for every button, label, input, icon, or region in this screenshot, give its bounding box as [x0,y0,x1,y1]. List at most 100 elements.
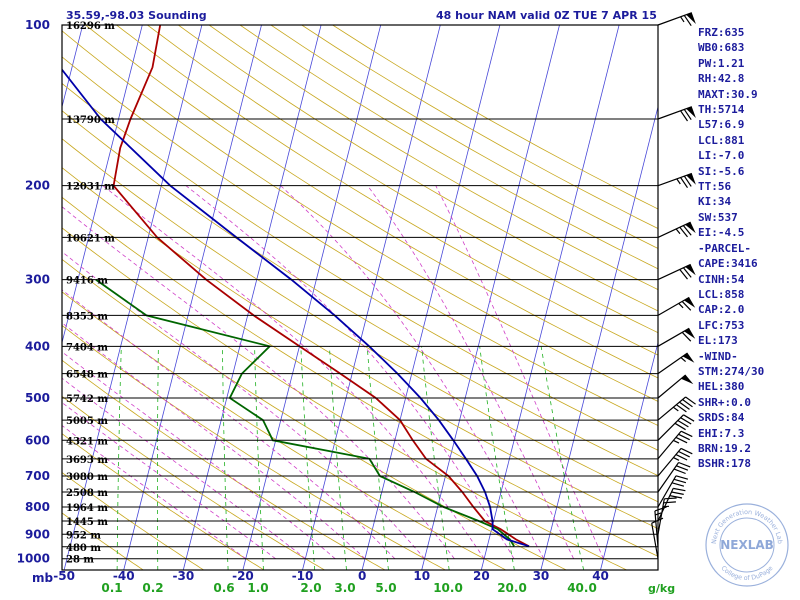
mixing-ratio-label: 40.0 [567,581,597,595]
plot-area [62,25,658,570]
mixing-ratio-line [254,346,264,570]
height-level-label: 9416 m [66,276,108,287]
sounding-index-item: LCL:881 [698,133,745,147]
temperature-tick-label: 30 [533,569,550,583]
height-level-label: 1964 m [66,503,108,514]
dry-adiabat-line [62,324,446,570]
wind-barb [657,221,696,238]
isotherm-line [182,25,322,570]
mixing-ratio-line [479,346,515,570]
height-level-label: 1445 m [66,517,108,528]
isotherm-line [63,25,203,570]
height-level-label: 952 m [66,530,101,541]
height-level-label: 480 m [66,543,101,554]
pressure-tick-label: 200 [25,179,50,193]
pressure-tick-label: 600 [25,433,50,447]
mixing-ratio-line [421,346,450,570]
height-level-label: 16296 m [66,21,115,32]
height-level-label: 28 m [66,555,94,566]
height-level-label: 6548 m [66,370,108,381]
height-level-label: 10621 m [66,233,115,244]
mixing-ratio-label: 0.2 [142,581,163,595]
dry-adiabat-line [62,472,204,570]
temperature-tick-label: -40 [113,569,135,583]
isotherm-line [361,25,501,570]
sounding-index-item: SHR+:0.0 [698,395,751,409]
sounding-index-item: BRN:19.2 [698,441,751,455]
sounding-index-item: LFC:753 [698,318,745,332]
wind-barb [657,12,696,27]
moist-adiabat-line [62,289,396,559]
moist-adiabat-line [62,425,247,560]
isotherm-line [421,25,560,570]
model-valid-time-title: 48 hour NAM valid 0Z TUE 7 APR 15 [436,9,657,22]
moist-adiabat-line [435,185,604,559]
sounding-location-title: 35.59,-98.03 Sounding [66,9,207,22]
mixing-ratio-line [157,346,159,570]
height-level-label: 4321 m [66,436,108,447]
mixing-ratio-label: 2.0 [300,581,321,595]
dry-adiabat-line [62,56,658,426]
temperature-tick-label: 0 [358,569,366,583]
sounding-index-item: -WIND- [698,349,738,363]
pressure-tick-label: 500 [25,391,50,405]
dry-adiabat-line [208,25,658,291]
mixing-ratio-label: 1.0 [247,581,268,595]
wind-barb [657,430,693,460]
dry-adiabat-line [62,30,658,402]
mixing-ratio-label: 5.0 [375,581,396,595]
dry-adiabat-line [62,433,265,570]
pressure-tick-label: 900 [25,527,50,541]
temperature-tick-label: -30 [172,569,194,583]
dry-adiabat-line [62,512,144,570]
height-level-label: 12031 m [66,182,115,193]
wind-barb [657,352,695,375]
height-level-label: 3080 m [66,472,108,483]
isotherm-line [62,25,143,345]
sounding-index-item: WB0:683 [698,41,745,55]
wind-barb [657,447,693,477]
wind-barb [657,374,694,399]
mixing-ratio-label: 3.0 [334,581,355,595]
svg-text:College of DuPage: College of DuPage [720,564,775,582]
sounding-indices-panel: FRZ:635 WB0:683 PW:1.21 RH:42.8 MAXT:30.9 TH:… [698,25,798,472]
mixing-ratio-line [540,346,585,570]
wind-barb [657,396,696,421]
wind-barb [657,414,695,441]
temperature-tick-label: -20 [232,569,254,583]
sounding-index-item: HEL:380 [698,380,745,394]
sounding-index-item: TH:5714 [698,103,745,117]
sounding-index-item: EL:173 [698,334,738,348]
pressure-tick-label: 100 [25,18,50,32]
mixing-ratio-line [366,346,389,570]
wind-barb [657,296,696,316]
height-level-label: 8353 m [66,311,108,322]
temperature-tick-label: -10 [292,569,314,583]
dry-adiabat-line [270,25,658,249]
wind-barb [657,263,696,281]
pressure-tick-label: 800 [25,500,50,514]
dry-adiabat-line [62,196,658,557]
wind-barb [657,327,696,347]
sounding-index-item: CINH:54 [698,272,745,286]
dry-adiabat-line [62,359,386,570]
dry-adiabat-line [62,138,658,503]
mixing-ratio-line [329,346,347,570]
dry-adiabat-line [116,25,658,356]
dry-adiabat-line [147,25,658,334]
sounding-index-item: STM:274/30 [698,364,765,378]
height-level-label: 2508 m [66,488,108,499]
mixing-ratio-label: 10.0 [433,581,463,595]
moist-adiabat-line [62,322,366,559]
moist-adiabat-line [367,185,574,559]
height-level-label: 5005 m [66,416,108,427]
mixing-ratio-line [300,346,316,570]
dry-adiabat-line [62,395,325,570]
profile-temperature-line [112,25,530,548]
dry-adiabat-line [62,82,658,451]
sounding-index-item: SW:537 [698,210,738,224]
wind-barb [657,475,689,508]
pressure-axis-label: mb [32,571,54,585]
sounding-index-item: TT:56 [698,180,732,194]
dry-adiabat-line [62,227,627,570]
